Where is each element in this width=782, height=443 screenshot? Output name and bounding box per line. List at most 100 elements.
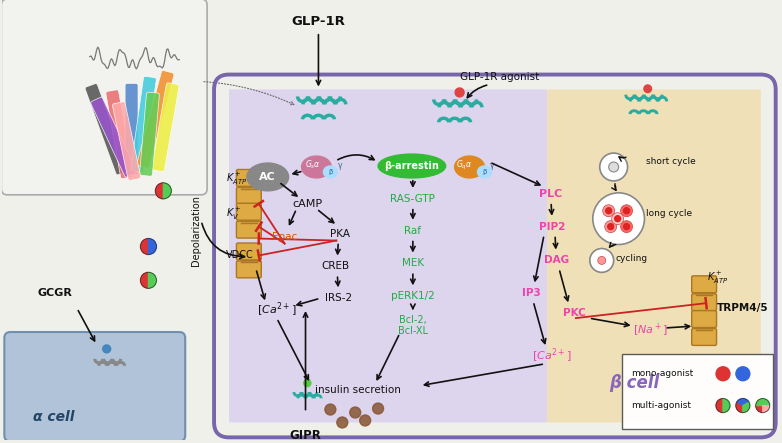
Text: TRPM4/5: TRPM4/5 [717, 303, 769, 313]
FancyBboxPatch shape [137, 70, 174, 168]
Circle shape [623, 224, 630, 229]
Text: γ: γ [338, 160, 343, 170]
Circle shape [644, 85, 651, 93]
FancyBboxPatch shape [125, 83, 138, 175]
Circle shape [621, 221, 633, 233]
Wedge shape [743, 402, 750, 412]
Text: PIP2: PIP2 [539, 222, 565, 232]
Circle shape [325, 404, 335, 415]
Circle shape [350, 407, 361, 418]
FancyBboxPatch shape [91, 97, 137, 177]
Text: Epac: Epac [272, 232, 297, 241]
Text: long cycle: long cycle [647, 209, 693, 218]
Circle shape [590, 249, 614, 272]
Ellipse shape [454, 156, 484, 178]
Circle shape [736, 367, 750, 381]
Ellipse shape [478, 166, 491, 178]
Wedge shape [141, 239, 149, 254]
Circle shape [608, 224, 614, 229]
Circle shape [360, 415, 371, 426]
FancyBboxPatch shape [236, 221, 261, 238]
Text: $[Ca^{2+}]$: $[Ca^{2+}]$ [256, 301, 296, 319]
Text: PKC: PKC [562, 308, 585, 318]
Circle shape [604, 221, 617, 233]
Ellipse shape [302, 156, 332, 178]
Text: insulin secretion: insulin secretion [315, 385, 401, 395]
Ellipse shape [324, 166, 337, 178]
Wedge shape [149, 239, 156, 254]
Wedge shape [149, 272, 156, 288]
Wedge shape [736, 402, 743, 412]
Text: $K^+_V$: $K^+_V$ [226, 206, 242, 222]
Circle shape [612, 213, 623, 225]
FancyBboxPatch shape [106, 90, 134, 179]
FancyBboxPatch shape [229, 89, 547, 423]
Text: mono-agonist: mono-agonist [632, 369, 694, 378]
Circle shape [606, 208, 612, 214]
Text: GCGR: GCGR [38, 288, 73, 298]
Wedge shape [156, 183, 163, 199]
Wedge shape [756, 399, 769, 405]
FancyBboxPatch shape [236, 261, 261, 278]
Text: GIPR: GIPR [289, 429, 321, 442]
Text: PLC: PLC [540, 189, 563, 199]
Text: DAG: DAG [544, 256, 569, 265]
Wedge shape [737, 399, 749, 405]
Circle shape [102, 345, 111, 353]
Text: $K^+_{ATP}$: $K^+_{ATP}$ [226, 171, 247, 187]
Text: $[Na^+]$: $[Na^+]$ [633, 322, 668, 338]
Text: RAS-GTP: RAS-GTP [390, 194, 436, 204]
Text: GLP-1R agonist: GLP-1R agonist [460, 72, 539, 82]
Text: pERK1/2: pERK1/2 [391, 291, 435, 301]
Text: cycling: cycling [615, 254, 647, 263]
Wedge shape [762, 405, 769, 412]
Circle shape [337, 417, 348, 428]
Text: β-arrestin: β-arrestin [385, 161, 439, 171]
Text: $G_s\alpha$: $G_s\alpha$ [304, 159, 321, 171]
Text: Bcl-XL: Bcl-XL [398, 326, 428, 336]
Circle shape [593, 193, 644, 245]
FancyBboxPatch shape [131, 76, 156, 172]
Text: $K^+_{ATP}$: $K^+_{ATP}$ [708, 270, 729, 286]
Text: α cell: α cell [34, 411, 75, 424]
Circle shape [608, 162, 619, 172]
Circle shape [303, 380, 311, 387]
FancyBboxPatch shape [5, 332, 185, 441]
Circle shape [597, 256, 606, 264]
FancyBboxPatch shape [692, 294, 716, 311]
Text: $[Ca^{2+}]$: $[Ca^{2+}]$ [533, 347, 572, 365]
Text: IRS-2: IRS-2 [325, 293, 352, 303]
Ellipse shape [378, 154, 446, 178]
Text: AC: AC [260, 172, 276, 182]
Text: cAMP: cAMP [292, 199, 322, 209]
Wedge shape [141, 272, 149, 288]
FancyBboxPatch shape [236, 203, 261, 220]
Circle shape [716, 367, 730, 381]
Wedge shape [163, 183, 171, 199]
FancyBboxPatch shape [622, 354, 773, 429]
Text: Raf: Raf [404, 225, 421, 236]
Text: MEK: MEK [402, 258, 424, 268]
Text: γ: γ [490, 160, 495, 170]
FancyBboxPatch shape [692, 329, 716, 346]
FancyBboxPatch shape [236, 187, 261, 204]
Wedge shape [756, 405, 762, 412]
Wedge shape [723, 399, 730, 412]
Ellipse shape [247, 163, 289, 191]
Text: PKA: PKA [330, 229, 350, 239]
FancyBboxPatch shape [236, 170, 261, 187]
FancyBboxPatch shape [85, 84, 128, 175]
FancyBboxPatch shape [692, 276, 716, 293]
FancyBboxPatch shape [152, 83, 179, 171]
Circle shape [621, 205, 633, 217]
Circle shape [603, 205, 615, 217]
FancyBboxPatch shape [692, 311, 716, 327]
Text: β: β [482, 169, 486, 175]
Text: short cycle: short cycle [647, 156, 696, 166]
Text: CREB: CREB [321, 261, 350, 272]
FancyBboxPatch shape [236, 243, 261, 260]
Text: GLP-1R: GLP-1R [292, 15, 346, 28]
Text: β cell: β cell [609, 374, 660, 392]
Wedge shape [716, 399, 723, 412]
FancyBboxPatch shape [113, 102, 141, 181]
